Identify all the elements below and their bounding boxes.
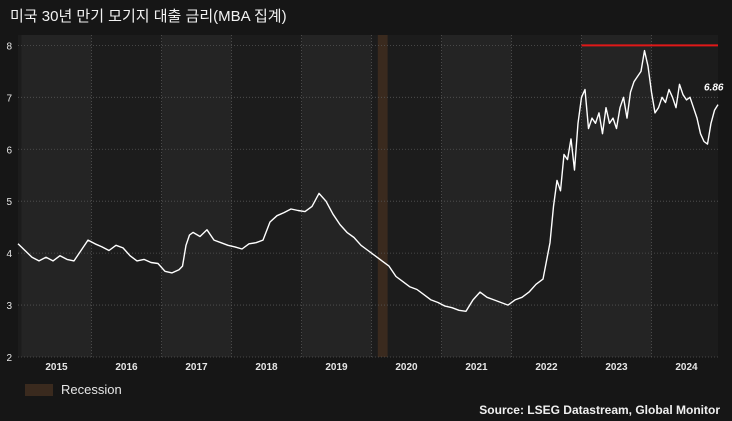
y-tick-label: 2 xyxy=(6,353,12,364)
x-tick-label: 2018 xyxy=(255,362,278,373)
x-tick-label: 2019 xyxy=(325,362,348,373)
x-tick-label: 2020 xyxy=(395,362,418,373)
x-tick-label: 2023 xyxy=(605,362,628,373)
year-band xyxy=(441,35,512,357)
x-tick-label: 2021 xyxy=(465,362,488,373)
y-tick-label: 5 xyxy=(6,197,12,208)
year-band xyxy=(21,35,92,357)
end-value-label: 6.86 xyxy=(704,83,724,94)
recession-swatch xyxy=(25,383,53,396)
x-tick-label: 2015 xyxy=(45,362,68,373)
y-tick-label: 8 xyxy=(6,41,12,52)
recession-band xyxy=(377,35,388,357)
x-tick-label: 2017 xyxy=(185,362,208,373)
year-band xyxy=(301,35,372,357)
year-band xyxy=(161,35,232,357)
chart-title: 미국 30년 만기 모기지 대출 금리(MBA 집계) xyxy=(10,8,287,25)
chart-legend: Recession xyxy=(25,382,122,397)
y-tick-label: 4 xyxy=(6,249,12,260)
x-tick-label: 2016 xyxy=(115,362,138,373)
legend-label-recession: Recession xyxy=(61,382,122,397)
series-line-mortgage-rate xyxy=(17,49,719,312)
x-tick-label: 2022 xyxy=(535,362,558,373)
source-note: Source: LSEG Datastream, Global Monitor xyxy=(479,403,720,417)
x-tick-label: 2024 xyxy=(675,362,698,373)
y-tick-label: 6 xyxy=(6,145,12,156)
y-tick-label: 7 xyxy=(6,93,12,104)
y-tick-label: 3 xyxy=(6,301,12,312)
year-band xyxy=(581,35,652,357)
